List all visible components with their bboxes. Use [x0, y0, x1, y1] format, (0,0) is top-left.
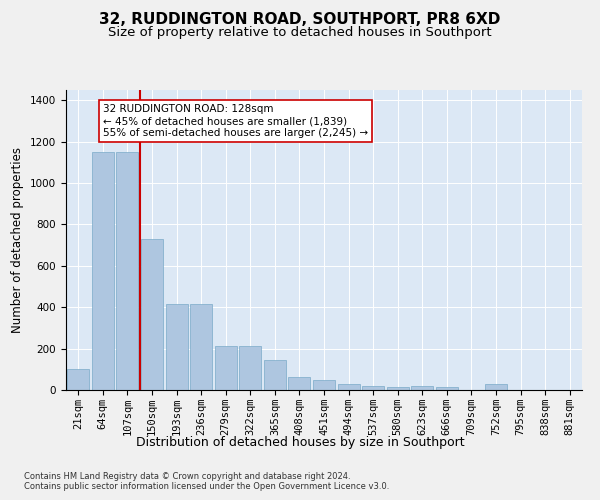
Bar	[436, 387, 458, 390]
Text: Contains HM Land Registry data © Crown copyright and database right 2024.: Contains HM Land Registry data © Crown c…	[24, 472, 350, 481]
Bar	[190, 304, 212, 390]
Bar	[289, 376, 310, 390]
Bar	[264, 360, 286, 390]
Bar	[116, 152, 139, 390]
Bar	[485, 384, 507, 390]
Bar	[92, 152, 114, 390]
Text: Contains public sector information licensed under the Open Government Licence v3: Contains public sector information licen…	[24, 482, 389, 491]
Bar	[362, 386, 384, 390]
Bar	[313, 380, 335, 390]
Text: Size of property relative to detached houses in Southport: Size of property relative to detached ho…	[108, 26, 492, 39]
Bar	[239, 346, 262, 390]
Bar	[386, 387, 409, 390]
Bar	[215, 346, 237, 390]
Bar	[141, 239, 163, 390]
Y-axis label: Number of detached properties: Number of detached properties	[11, 147, 25, 333]
Bar	[338, 384, 359, 390]
Text: Distribution of detached houses by size in Southport: Distribution of detached houses by size …	[136, 436, 464, 449]
Text: 32, RUDDINGTON ROAD, SOUTHPORT, PR8 6XD: 32, RUDDINGTON ROAD, SOUTHPORT, PR8 6XD	[100, 12, 500, 28]
Text: 32 RUDDINGTON ROAD: 128sqm
← 45% of detached houses are smaller (1,839)
55% of s: 32 RUDDINGTON ROAD: 128sqm ← 45% of deta…	[103, 104, 368, 138]
Bar	[166, 304, 188, 390]
Bar	[411, 386, 433, 390]
Bar	[67, 370, 89, 390]
